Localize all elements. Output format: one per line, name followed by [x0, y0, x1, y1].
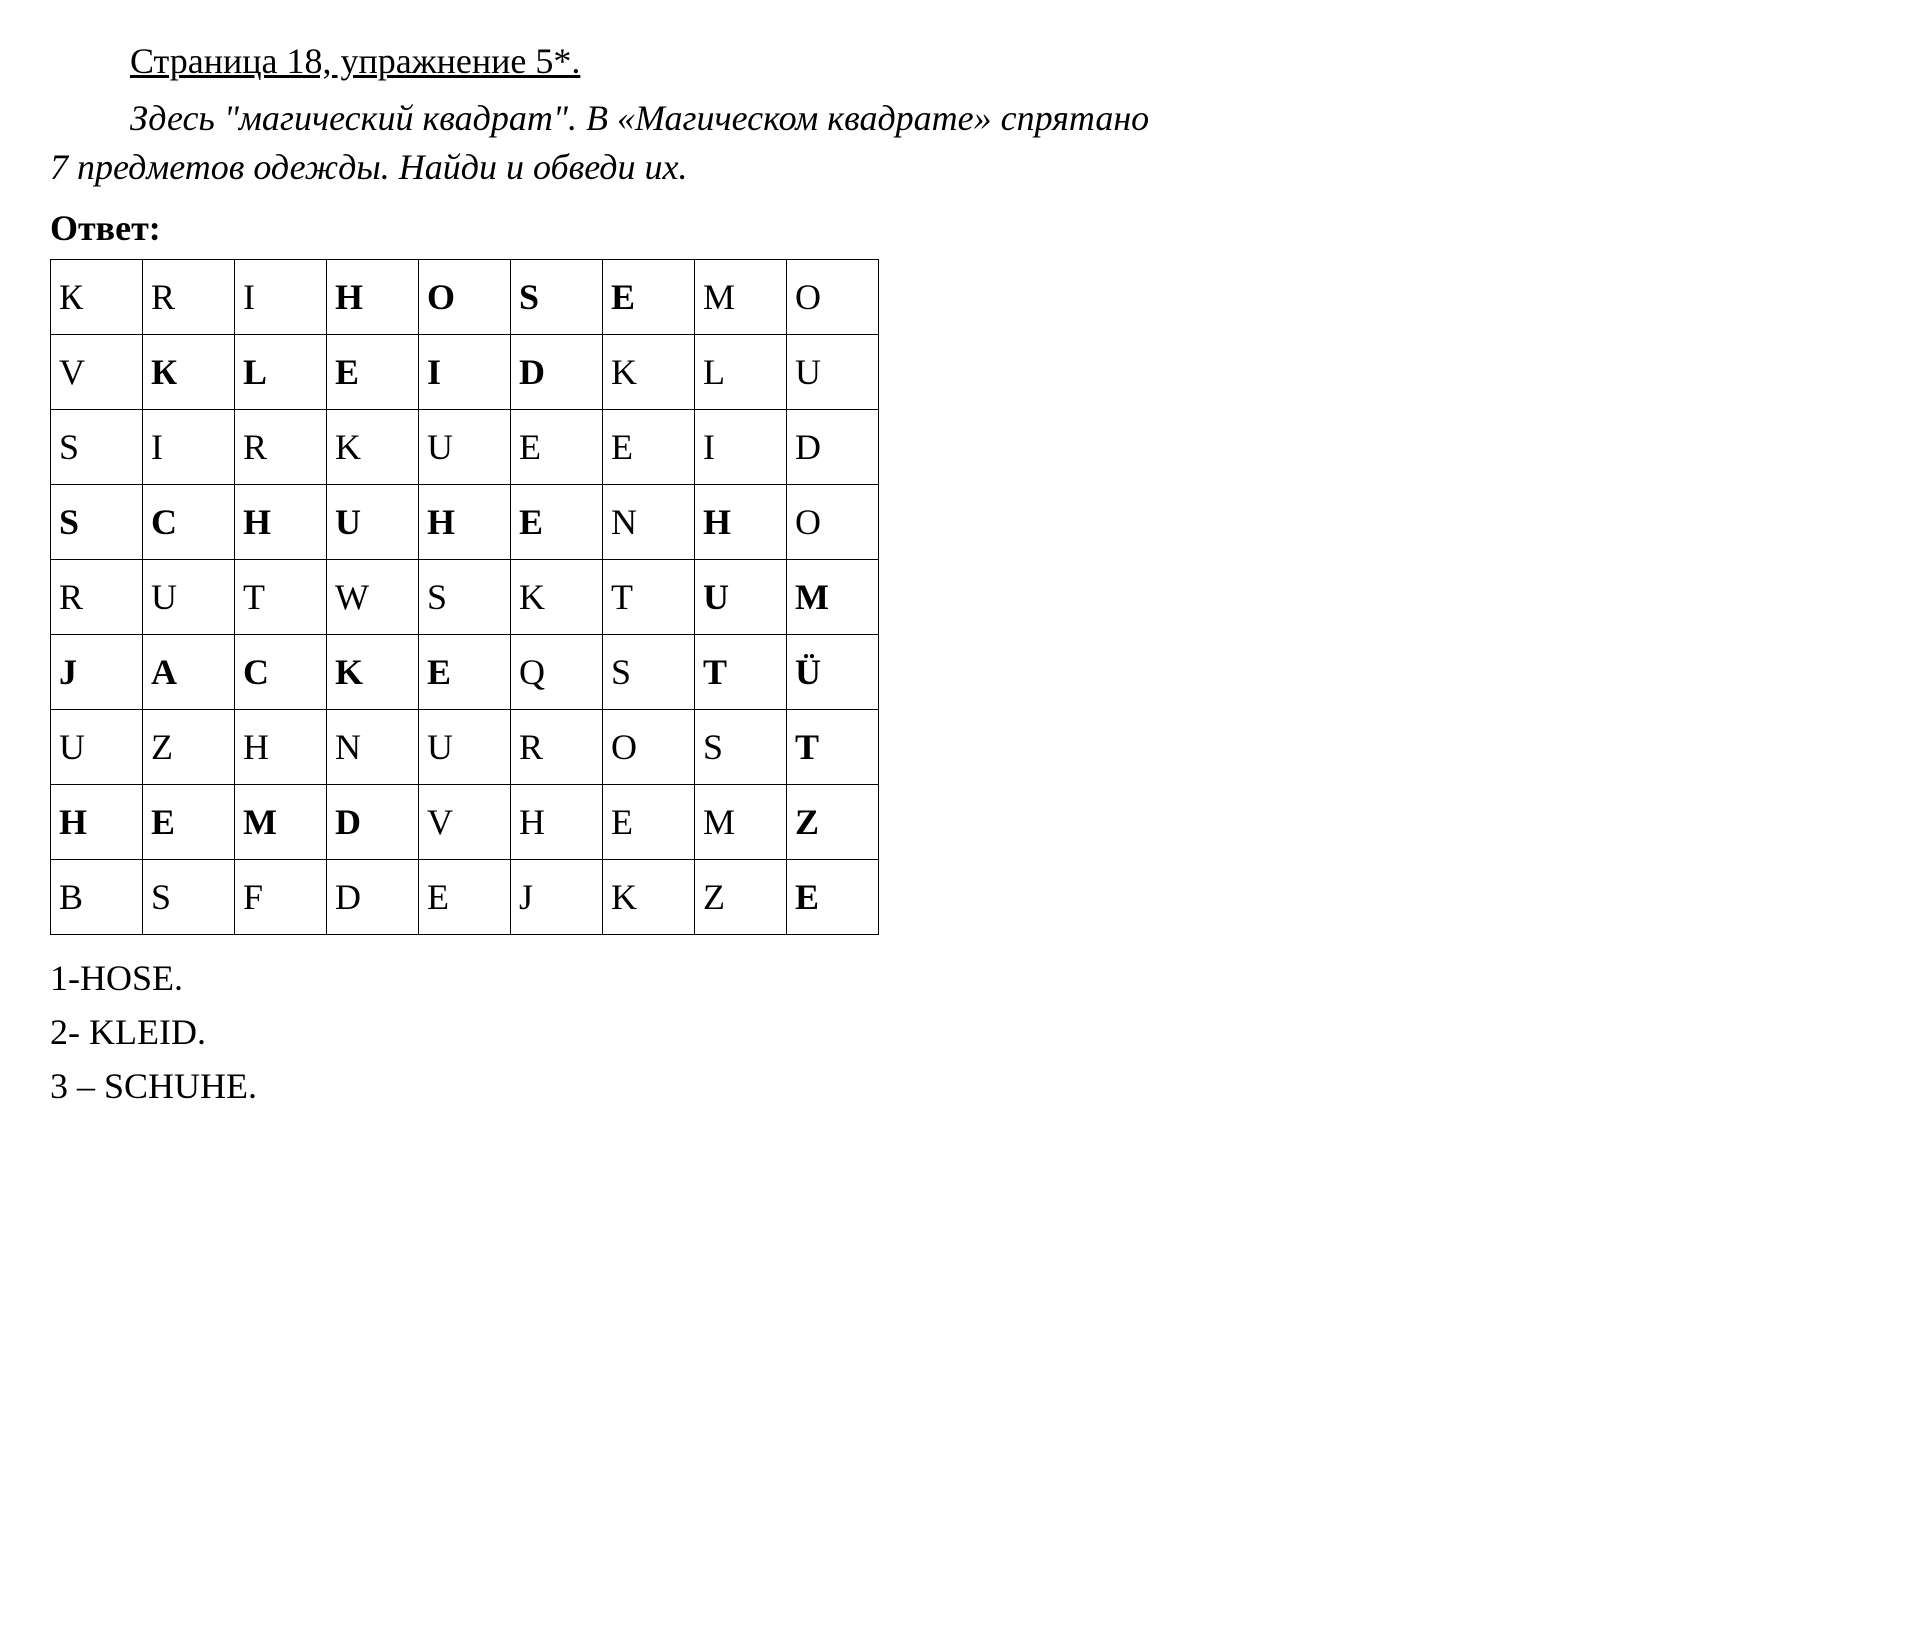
- description-line-2: 7 предметов одежды. Найди и обведи их.: [50, 147, 687, 187]
- grid-cell: Ü: [787, 635, 879, 710]
- grid-cell: N: [603, 485, 695, 560]
- grid-cell: E: [419, 860, 511, 935]
- answer-list: 1-HOSE. 2- KLEID. 3 – SCHUHE.: [50, 951, 1863, 1113]
- grid-cell: S: [419, 560, 511, 635]
- grid-cell: I: [419, 335, 511, 410]
- grid-cell: T: [787, 710, 879, 785]
- grid-cell: L: [695, 335, 787, 410]
- grid-cell: O: [787, 260, 879, 335]
- grid-cell: S: [143, 860, 235, 935]
- grid-cell: S: [511, 260, 603, 335]
- grid-cell: T: [235, 560, 327, 635]
- grid-cell: O: [603, 710, 695, 785]
- grid-cell: H: [51, 785, 143, 860]
- grid-cell: D: [327, 785, 419, 860]
- grid-cell: К: [143, 335, 235, 410]
- grid-cell: H: [327, 260, 419, 335]
- grid-cell: K: [327, 635, 419, 710]
- grid-cell: T: [695, 635, 787, 710]
- grid-cell: T: [603, 560, 695, 635]
- grid-cell: U: [695, 560, 787, 635]
- grid-cell: H: [511, 785, 603, 860]
- grid-cell: I: [235, 260, 327, 335]
- page-title: Страница 18, упражнение 5*.: [130, 40, 1863, 82]
- grid-cell: M: [787, 560, 879, 635]
- grid-cell: U: [787, 335, 879, 410]
- grid-cell: K: [603, 860, 695, 935]
- grid-cell: Z: [787, 785, 879, 860]
- grid-cell: R: [51, 560, 143, 635]
- grid-cell: E: [511, 485, 603, 560]
- grid-cell: E: [603, 410, 695, 485]
- grid-cell: F: [235, 860, 327, 935]
- grid-cell: W: [327, 560, 419, 635]
- grid-cell: K: [327, 410, 419, 485]
- answer-item: 3 – SCHUHE.: [50, 1059, 1863, 1113]
- grid-cell: M: [695, 260, 787, 335]
- grid-cell: H: [235, 485, 327, 560]
- grid-cell: E: [787, 860, 879, 935]
- grid-cell: S: [603, 635, 695, 710]
- grid-cell: D: [787, 410, 879, 485]
- grid-cell: E: [327, 335, 419, 410]
- grid-cell: A: [143, 635, 235, 710]
- exercise-description: Здесь "магический квадрат". В «Магическо…: [50, 94, 1863, 191]
- grid-cell: H: [419, 485, 511, 560]
- grid-cell: J: [511, 860, 603, 935]
- answer-item: 2- KLEID.: [50, 1005, 1863, 1059]
- grid-cell: Z: [143, 710, 235, 785]
- grid-cell: E: [603, 260, 695, 335]
- grid-cell: I: [695, 410, 787, 485]
- grid-cell: H: [695, 485, 787, 560]
- grid-cell: C: [143, 485, 235, 560]
- grid-cell: R: [235, 410, 327, 485]
- grid-cell: U: [143, 560, 235, 635]
- grid-cell: E: [603, 785, 695, 860]
- grid-cell: O: [419, 260, 511, 335]
- letter-grid: КRIHOSEMOVКLEIDKLUSIRKUEEIDSCHUHENHORUTW…: [50, 259, 879, 935]
- grid-cell: E: [511, 410, 603, 485]
- answer-label: Ответ:: [50, 207, 1863, 249]
- grid-cell: E: [419, 635, 511, 710]
- grid-cell: M: [235, 785, 327, 860]
- grid-cell: R: [511, 710, 603, 785]
- grid-cell: Q: [511, 635, 603, 710]
- grid-cell: N: [327, 710, 419, 785]
- grid-cell: S: [51, 410, 143, 485]
- description-line-1: Здесь "магический квадрат". В «Магическо…: [130, 98, 1149, 138]
- grid-cell: U: [51, 710, 143, 785]
- grid-cell: C: [235, 635, 327, 710]
- grid-cell: D: [511, 335, 603, 410]
- grid-cell: R: [143, 260, 235, 335]
- grid-cell: U: [419, 710, 511, 785]
- answer-item: 1-HOSE.: [50, 951, 1863, 1005]
- grid-cell: U: [419, 410, 511, 485]
- grid-cell: L: [235, 335, 327, 410]
- grid-cell: H: [235, 710, 327, 785]
- grid-cell: V: [419, 785, 511, 860]
- grid-cell: O: [787, 485, 879, 560]
- grid-cell: Z: [695, 860, 787, 935]
- grid-cell: I: [143, 410, 235, 485]
- grid-cell: K: [603, 335, 695, 410]
- grid-cell: U: [327, 485, 419, 560]
- grid-cell: B: [51, 860, 143, 935]
- grid-cell: К: [51, 260, 143, 335]
- grid-cell: K: [511, 560, 603, 635]
- grid-cell: J: [51, 635, 143, 710]
- grid-cell: V: [51, 335, 143, 410]
- grid-cell: S: [695, 710, 787, 785]
- grid-cell: E: [143, 785, 235, 860]
- grid-cell: D: [327, 860, 419, 935]
- grid-cell: M: [695, 785, 787, 860]
- grid-cell: S: [51, 485, 143, 560]
